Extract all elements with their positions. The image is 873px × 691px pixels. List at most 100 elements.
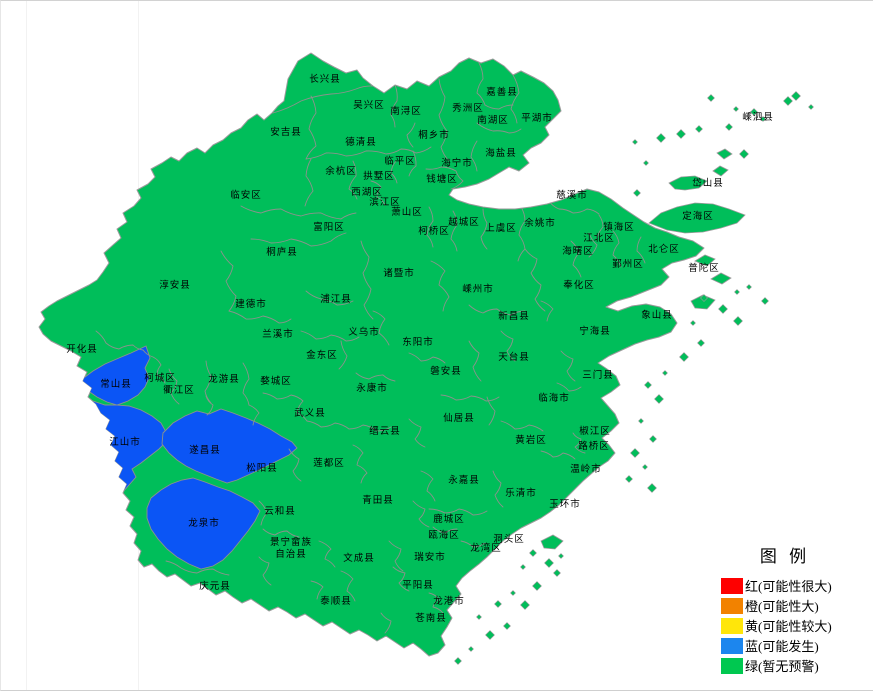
islet	[734, 289, 740, 295]
county-border-line	[306, 420, 392, 432]
islet	[649, 435, 657, 443]
region-label: 龙湾区	[470, 542, 502, 554]
county-border-line	[142, 349, 166, 384]
county-border-line	[388, 540, 404, 572]
county-border-line	[408, 418, 426, 448]
legend-label: 黄(可能性较大)	[745, 619, 832, 634]
background-gridline	[26, 1, 27, 690]
region-label: 鹿城区	[433, 513, 465, 525]
county-border-line	[425, 166, 464, 190]
region-label: 洞头区	[493, 533, 525, 545]
legend-item-red: 红(可能性很大)	[721, 576, 873, 595]
legend-swatch-orange	[721, 597, 743, 614]
region-label: 瑞安市	[414, 551, 446, 563]
county-border-line	[240, 205, 357, 220]
region-label: 浦江县	[320, 293, 352, 305]
islet	[520, 564, 526, 570]
region-label: 东阳市	[402, 336, 434, 348]
county-border-line	[318, 540, 336, 568]
island	[668, 175, 708, 191]
islet	[638, 418, 644, 424]
county-border-line	[468, 340, 482, 382]
islet	[654, 394, 664, 404]
island	[648, 202, 746, 234]
islet	[783, 96, 793, 106]
island	[716, 148, 733, 160]
legend-item-blue: 蓝(可能发生)	[721, 636, 873, 655]
region-label: 武义县	[294, 407, 326, 419]
county-border-line	[372, 310, 390, 346]
region-label: 乐清市	[505, 487, 537, 499]
region-label: 三门县	[582, 369, 614, 381]
islet	[697, 339, 705, 347]
region-label: 龙游县	[208, 373, 240, 385]
blue-region	[161, 408, 298, 484]
county-border-line	[168, 368, 180, 405]
region-label: 龙泉市	[188, 517, 220, 529]
county-border-line	[406, 122, 416, 148]
county-border-line	[370, 180, 386, 206]
county-border-line	[262, 528, 300, 538]
county-border-line	[348, 160, 358, 200]
county-border-line	[480, 208, 488, 250]
islet	[718, 304, 728, 314]
region-label: 永嘉县	[448, 474, 480, 486]
islet	[676, 129, 686, 139]
region-label: 临海市	[538, 392, 570, 404]
island	[712, 165, 729, 177]
county-border-line	[428, 508, 488, 516]
county-borders	[95, 62, 646, 634]
county-border-line	[250, 232, 347, 247]
county-border-line	[560, 350, 576, 382]
islet	[733, 316, 743, 326]
islet	[630, 448, 640, 458]
county-border-line	[242, 362, 250, 406]
county-border-line	[305, 95, 317, 160]
region-label: 拱墅区	[363, 170, 395, 182]
island	[694, 254, 716, 267]
region-label: 仙居县	[443, 412, 475, 424]
region-label: 新昌县	[498, 310, 530, 322]
county-border-line	[430, 260, 450, 312]
region-label: 钱塘区	[426, 173, 458, 185]
region-label: 上虞区	[485, 222, 517, 234]
county-border-line	[540, 450, 576, 460]
county-border-line	[548, 200, 600, 215]
region-label: 磐安县	[430, 365, 462, 377]
region-label: 松阳县	[246, 462, 278, 474]
islet	[679, 352, 689, 362]
county-border-line	[340, 570, 356, 602]
island	[540, 534, 564, 550]
legend-label: 蓝(可能发生)	[745, 639, 819, 654]
county-border-line	[408, 352, 446, 364]
islet	[468, 646, 474, 652]
region-label: 天台县	[498, 351, 530, 363]
county-border-line	[390, 84, 398, 128]
region-label: 温岭市	[570, 463, 602, 475]
region-label: 永康市	[356, 382, 388, 394]
islet	[760, 116, 766, 122]
county-border-line	[486, 396, 496, 426]
region-label: 象山县	[641, 309, 673, 321]
islet	[632, 139, 638, 145]
county-border-line	[440, 394, 500, 402]
region-label: 江北区	[583, 233, 615, 244]
county-border-line	[272, 85, 374, 114]
islet	[700, 294, 708, 302]
region-label: 奉化区	[563, 279, 595, 291]
island	[690, 294, 716, 310]
region-label: 义乌市	[348, 326, 380, 338]
region-label: 海曙区	[562, 245, 594, 257]
county-border-line	[338, 340, 348, 370]
region-label: 海宁市	[441, 157, 473, 169]
county-border-line	[450, 210, 458, 252]
region-label: 嘉善县	[486, 86, 518, 98]
county-border-line	[484, 104, 514, 110]
islet	[503, 622, 511, 630]
region-label: 北仑区	[648, 243, 680, 255]
county-border-line	[95, 330, 144, 351]
islet	[633, 189, 641, 197]
islet	[695, 125, 703, 133]
region-label: 德清县	[345, 136, 377, 148]
